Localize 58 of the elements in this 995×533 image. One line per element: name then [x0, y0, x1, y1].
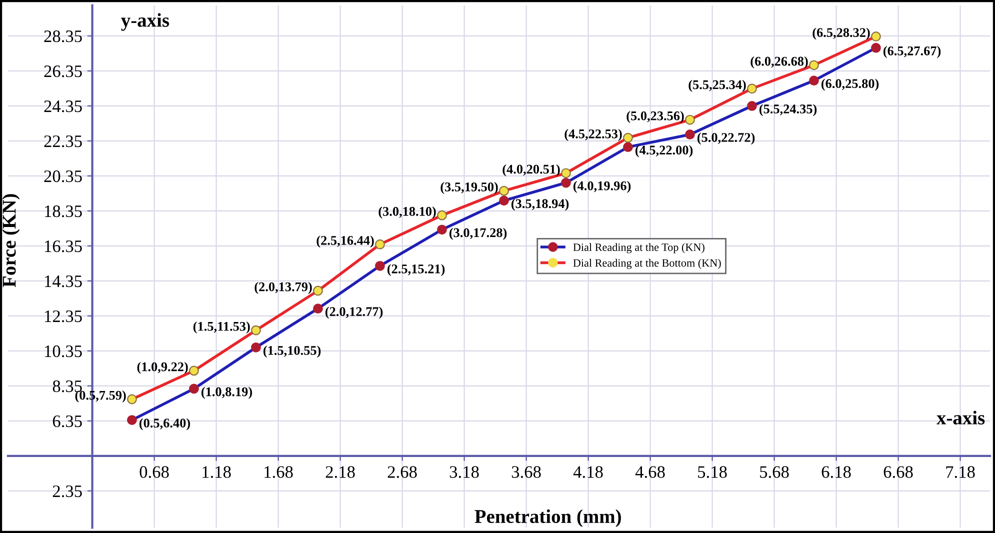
data-label: (1.0,9.22) [137, 362, 188, 374]
data-label: (6.5,27.67) [883, 46, 941, 58]
x-tick-label: 3.68 [512, 466, 541, 478]
y-axis-title: Force (KN) [2, 194, 20, 288]
x-tick-label: 1.18 [202, 466, 231, 478]
data-label: (3.5,18.94) [511, 198, 569, 211]
y-tick-label: 2.35 [52, 485, 82, 498]
x-tick-label: 6.18 [822, 466, 851, 478]
x-tick-label: 4.68 [635, 466, 665, 478]
data-label: (0.5,6.40) [139, 418, 190, 430]
annotation: y-axis [121, 13, 170, 31]
data-label: (2.5,15.21) [387, 264, 445, 276]
y-tick-label: 24.35 [44, 100, 82, 112]
x-tick-label: 7.18 [946, 466, 975, 478]
y-tick-label: 22.35 [44, 135, 82, 148]
legend-label: Dial Reading at the Top (KN) [573, 243, 704, 254]
y-tick-label: 14.35 [45, 275, 82, 288]
x-tick-label: 5.68 [760, 466, 789, 478]
x-tick-label: 3.18 [450, 466, 479, 478]
data-label: (4.0,20.51) [502, 164, 560, 176]
data-label: (4.5,22.00) [635, 145, 693, 158]
data-label: (1.0,8.19) [201, 386, 252, 399]
y-tick-label: 26.35 [44, 65, 82, 78]
data-label: (6.0,25.80) [821, 78, 879, 91]
data-label: (1.5,11.53) [193, 322, 250, 334]
y-tick-label: 20.35 [44, 170, 82, 182]
x-tick-label: 6.68 [884, 466, 913, 478]
data-label: (2.0,13.79) [254, 282, 312, 294]
data-label: (2.0,12.77) [325, 306, 383, 319]
data-label: (5.5,24.35) [759, 104, 817, 116]
legend-label: Dial Reading at the Bottom (KN) [573, 258, 721, 270]
data-label: (5.0,23.56) [626, 111, 684, 123]
x-tick-label: 1.68 [264, 466, 293, 478]
data-label: (2.5,16.44) [316, 236, 374, 248]
x-tick-label: 2.68 [388, 466, 417, 478]
data-label: (6.0,26.68) [750, 56, 808, 68]
annotation: x-axis [936, 410, 985, 424]
data-label: (3.0,17.28) [449, 228, 507, 240]
data-label: (3.5,19.50) [440, 182, 498, 194]
y-tick-label: 18.35 [45, 205, 82, 218]
y-tick-label: 10.35 [45, 345, 82, 358]
x-axis-title: Penetration (mm) [474, 509, 621, 528]
y-tick-label: 28.35 [44, 30, 82, 42]
x-tick-label: 5.18 [698, 466, 727, 478]
x-tick-label: 2.18 [326, 466, 355, 478]
data-label: (3.0,18.10) [378, 206, 436, 219]
y-tick-label: 6.35 [52, 415, 82, 428]
data-label: (4.5,22.53) [564, 129, 622, 141]
x-tick-label: 4.18 [573, 466, 603, 478]
y-tick-label: 8.35 [52, 380, 82, 392]
data-label: (4.0,19.96) [573, 180, 631, 193]
data-label: (6.5,28.32) [812, 28, 870, 40]
data-label: (5.5,25.34) [688, 80, 746, 92]
data-label: (5.0,22.72) [697, 132, 755, 145]
data-label: (1.5,10.55) [263, 346, 321, 358]
y-tick-label: 12.35 [45, 310, 82, 322]
x-tick-label: 0.68 [140, 466, 169, 478]
y-tick-label: 16.35 [45, 240, 82, 252]
